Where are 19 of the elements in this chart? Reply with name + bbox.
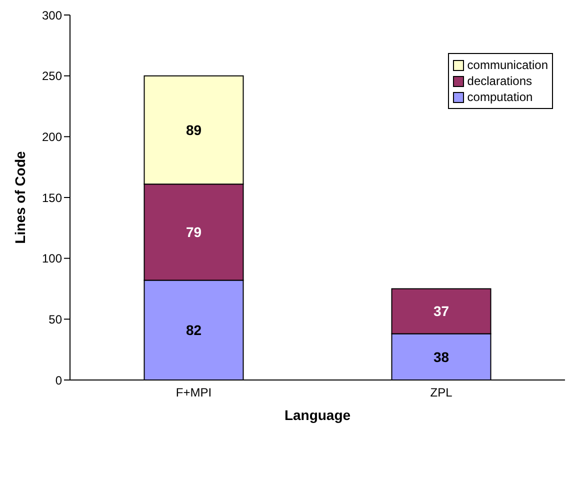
y-tick-label: 300 bbox=[42, 8, 62, 22]
data-label: 79 bbox=[186, 224, 202, 240]
y-tick-label: 200 bbox=[42, 130, 62, 144]
y-tick-label: 100 bbox=[42, 252, 62, 266]
y-tick-label: 0 bbox=[55, 373, 62, 388]
data-label: 82 bbox=[186, 322, 202, 338]
data-label: 38 bbox=[433, 348, 450, 365]
legend-label: computation bbox=[467, 89, 533, 105]
y-tick-label: 250 bbox=[42, 69, 62, 84]
legend-label: declarations bbox=[467, 73, 532, 89]
legend-label: communication bbox=[467, 57, 548, 73]
x-tick-label: F+MPI bbox=[176, 386, 212, 400]
data-label: 89 bbox=[186, 122, 202, 138]
x-tick-label: ZPL bbox=[430, 386, 453, 400]
data-label: 37 bbox=[433, 303, 450, 320]
x-axis-title: Language bbox=[284, 407, 351, 423]
y-tick-label: 50 bbox=[48, 312, 62, 326]
y-tick-label: 150 bbox=[42, 190, 62, 205]
y-axis-title: Lines of Code bbox=[12, 151, 28, 244]
